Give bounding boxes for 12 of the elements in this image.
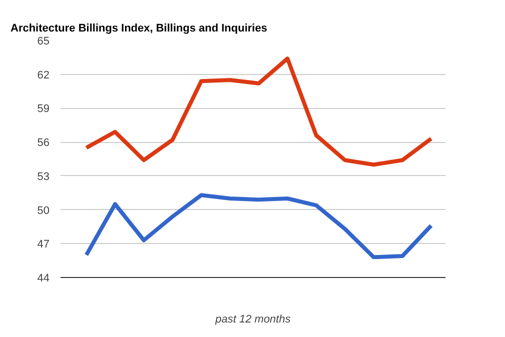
y-tick-label: 62 (37, 69, 50, 82)
y-tick-label: 59 (37, 103, 50, 116)
y-tick-label: 56 (37, 137, 50, 150)
y-tick-label: 44 (37, 272, 50, 284)
y-tick-label: 47 (37, 238, 50, 251)
x-axis-title: past 12 months (214, 314, 292, 326)
y-tick-label: 65 (37, 36, 50, 48)
line-series (84, 193, 434, 260)
y-tick-label: 50 (37, 204, 50, 217)
line-series (84, 56, 434, 167)
chart-title: Architecture Billings Index, Billings and Inquiries (10, 22, 268, 34)
y-tick-label: 53 (37, 170, 50, 183)
